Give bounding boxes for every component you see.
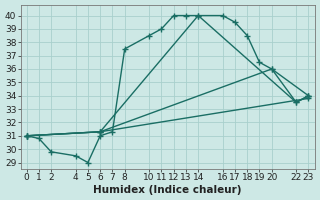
X-axis label: Humidex (Indice chaleur): Humidex (Indice chaleur) [93,185,242,195]
